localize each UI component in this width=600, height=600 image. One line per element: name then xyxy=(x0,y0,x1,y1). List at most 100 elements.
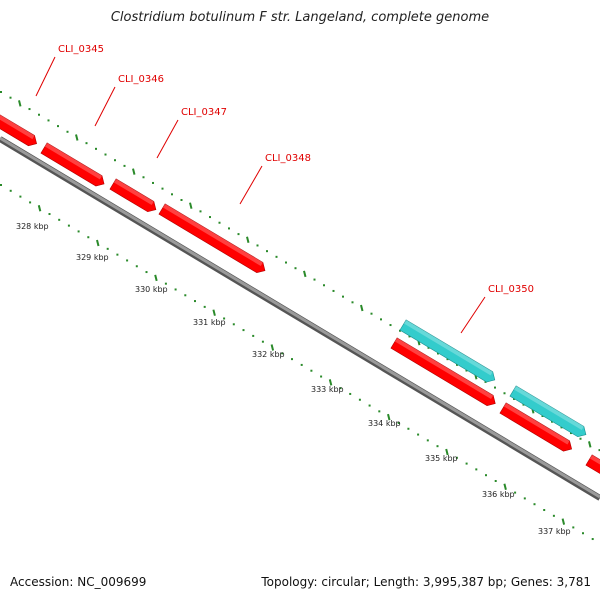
red-gene-arrow-body xyxy=(390,337,496,406)
ruler-tick-minor xyxy=(475,468,478,471)
track-tick-minor xyxy=(484,380,487,383)
red-gene-arrow-shine xyxy=(503,402,570,445)
gene-label-layer: CLI_0345 CLI_0346 CLI_0347 CLI_0348 CLI_0350 xyxy=(35,44,534,334)
track-tick-minor xyxy=(228,227,230,230)
red-gene-arrow-shine xyxy=(589,454,600,471)
ruler-tick-major xyxy=(270,344,275,351)
track-tick-minor xyxy=(313,278,316,281)
track-tick-minor xyxy=(114,159,116,162)
track-tick-major xyxy=(360,304,364,312)
track-tick-minor xyxy=(266,250,268,253)
red-gene-arrow-shine xyxy=(44,142,103,180)
track-tick-minor xyxy=(522,403,525,406)
gene-label[interactable]: CLI_0346 xyxy=(118,74,164,85)
track-tick-minor xyxy=(399,329,401,332)
ruler-tick-minor xyxy=(87,236,90,239)
genome-backbone-highlight xyxy=(0,136,600,499)
red-gene-arrow[interactable] xyxy=(158,203,268,276)
ruler-tick-minor xyxy=(368,404,371,407)
accession-text: Accession: NC_009699 xyxy=(10,575,147,589)
track-tick-minor xyxy=(513,397,515,400)
ruler-tick-major xyxy=(328,379,333,386)
ruler-tick-minor xyxy=(582,532,584,535)
forward-gene-track xyxy=(0,111,600,481)
ruler-tick-minor xyxy=(58,218,61,221)
track-tick-minor xyxy=(171,193,173,196)
ruler-tick-minor xyxy=(494,479,497,482)
ruler-tick-minor xyxy=(145,271,148,274)
red-gene-arrow-body xyxy=(0,111,37,147)
red-gene-arrow-body xyxy=(40,142,105,187)
ruler-tick-minor xyxy=(300,363,303,366)
ruler-tick-minor xyxy=(291,358,293,361)
ruler-tick-minor xyxy=(232,323,235,326)
ruler-tick-minor xyxy=(203,305,206,308)
track-tick-minor xyxy=(47,119,50,122)
ruler-tick-minor xyxy=(29,201,32,204)
track-tick-minor xyxy=(256,244,259,247)
ruler-tick-minor xyxy=(378,410,381,413)
ruler-label: 337 kbp xyxy=(538,527,571,536)
track-tick-minor xyxy=(28,108,31,111)
red-gene-arrow[interactable] xyxy=(585,454,600,481)
ruler-tick-minor xyxy=(543,509,546,512)
ruler-tick-minor xyxy=(436,445,439,448)
gene-label[interactable]: CLI_0350 xyxy=(488,284,534,295)
ruler-tick-minor xyxy=(310,369,313,372)
red-gene-arrow[interactable] xyxy=(40,142,107,189)
track-tick-minor xyxy=(370,312,373,315)
ruler-tick-minor xyxy=(242,329,245,332)
gene-leader-line xyxy=(156,119,179,159)
red-gene-arrow-body xyxy=(158,203,266,274)
ruler-tick-minor xyxy=(523,497,526,500)
cyan-gene-arrow-body xyxy=(399,319,496,383)
ruler-tick-minor xyxy=(126,259,129,262)
map-title: Clostridium botulinum F str. Langeland, … xyxy=(110,10,490,25)
track-tick-major xyxy=(132,168,136,175)
ruler-tick-major xyxy=(503,483,507,491)
ruler-tick-minor xyxy=(223,317,226,320)
ruler-tick-minor xyxy=(358,398,361,401)
cyan-gene-arrow-shine xyxy=(403,319,493,376)
gene-label[interactable]: CLI_0348 xyxy=(265,153,311,164)
red-gene-arrow[interactable] xyxy=(0,111,40,149)
track-tick-minor xyxy=(152,181,154,184)
track-tick-minor xyxy=(285,261,287,264)
red-gene-arrow[interactable] xyxy=(109,178,159,215)
ruler-label: 333 kbp xyxy=(311,385,344,394)
gene-label[interactable]: CLI_0345 xyxy=(58,44,104,55)
ruler-tick-minor xyxy=(252,334,255,337)
gene-label[interactable]: CLI_0347 xyxy=(181,107,227,118)
track-tick-major xyxy=(189,202,193,209)
ruler-tick-major xyxy=(561,518,566,525)
track-tick-major xyxy=(246,236,250,244)
gene-leader-line xyxy=(94,86,116,127)
track-tick-minor xyxy=(9,96,12,99)
ruler-tick-minor xyxy=(591,538,594,541)
ruler-tick-minor xyxy=(281,352,284,355)
track-tick-minor xyxy=(275,255,278,258)
red-gene-arrow[interactable] xyxy=(390,337,498,409)
track-tick-minor xyxy=(332,289,335,292)
track-tick-major xyxy=(75,134,79,141)
ruler-tick-minor xyxy=(485,474,487,477)
track-tick-minor xyxy=(456,363,458,366)
track-tick-minor xyxy=(38,113,40,116)
ruler-tick-major xyxy=(387,413,391,421)
track-tick-minor xyxy=(57,125,59,128)
gene-leader-line xyxy=(239,165,263,205)
track-tick-minor xyxy=(104,153,107,156)
track-tick-minor xyxy=(380,318,382,321)
track-tick-minor xyxy=(294,267,297,270)
track-tick-minor xyxy=(218,221,221,224)
red-gene-arrow[interactable] xyxy=(499,402,575,454)
track-tick-minor xyxy=(209,216,211,219)
ruler-label: 330 kbp xyxy=(135,285,168,294)
cyan-gene-arrow[interactable] xyxy=(399,319,498,385)
track-tick-minor xyxy=(342,295,344,298)
cyan-gene-arrow[interactable] xyxy=(509,385,589,440)
red-gene-arrow-shine xyxy=(394,337,494,399)
ruler-tick-minor xyxy=(514,491,517,494)
track-tick-minor xyxy=(95,147,97,150)
track-tick-major xyxy=(18,100,22,107)
